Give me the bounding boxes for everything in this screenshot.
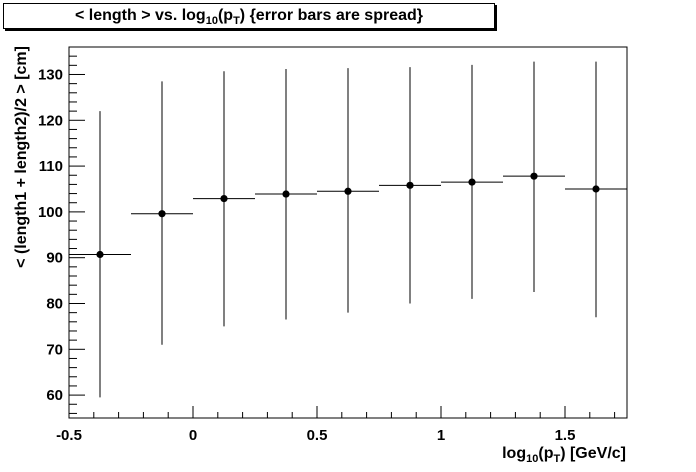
y-tick-label: 120 (38, 112, 63, 129)
x-tick-label: 0 (189, 427, 197, 444)
data-point (220, 195, 228, 203)
data-point (406, 181, 414, 189)
x-tick-label: 1 (437, 427, 445, 444)
y-tick-label: 90 (46, 250, 63, 267)
x-axis-label-sub10: 10 (526, 453, 538, 465)
data-point (158, 210, 166, 218)
x-tick-label: 1.5 (555, 427, 576, 444)
x-axis-label: log10(pT) [GeV/c] (502, 445, 626, 465)
x-axis-label-pt: (p (538, 445, 553, 462)
title-text-mid: (p (217, 7, 234, 24)
y-axis-label: < (length1 + length2)/2 > [cm] (13, 46, 30, 268)
x-axis-label-log: log (502, 445, 526, 462)
title-sub-10: 10 (205, 15, 218, 28)
y-tick-label: 80 (46, 295, 63, 312)
x-axis-label-subt: T (553, 453, 560, 465)
data-point (468, 178, 476, 186)
y-tick-label: 60 (46, 387, 63, 404)
y-tick-label: 130 (38, 66, 63, 83)
data-point (344, 187, 352, 195)
plot-frame (68, 46, 628, 419)
x-axis-label-unit: ) [GeV/c] (560, 445, 626, 462)
chart-title: < length > vs. log10(pT) {error bars are… (3, 3, 495, 29)
data-point (592, 185, 600, 193)
x-tick-label: -0.5 (56, 427, 82, 444)
y-tick-label: 70 (46, 341, 63, 358)
title-text-pre: < length > vs. log (75, 7, 206, 24)
data-marks-group (69, 61, 627, 398)
data-point (96, 250, 104, 259)
y-tick-label: 110 (39, 158, 63, 175)
x-tick-label: 0.5 (307, 427, 328, 444)
data-point (282, 190, 290, 198)
title-text-post: ) {error bars are spread} (239, 7, 423, 24)
axes-group: -0.5 0 0.5 1 1.5 60 70 80 90 100 110 120 130 (38, 46, 616, 444)
title-sub-t: T (233, 15, 240, 28)
y-tick-label: 100 (38, 204, 63, 221)
data-point (530, 172, 538, 180)
